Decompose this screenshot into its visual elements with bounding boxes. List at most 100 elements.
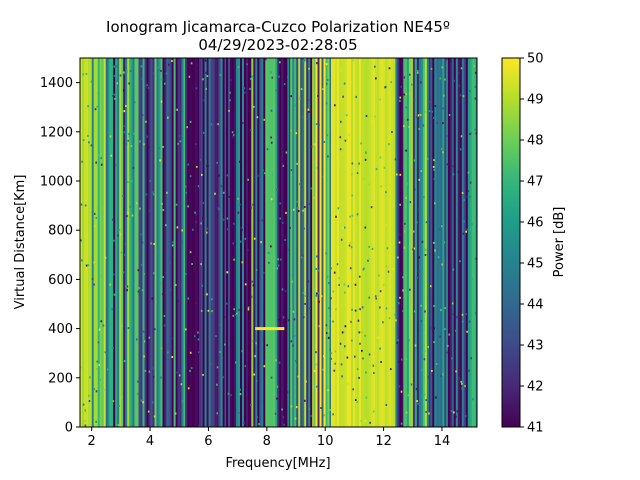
noise-pixel [382,321,384,324]
noise-pixel [104,256,107,259]
heatmap-column [238,58,241,427]
noise-pixel [185,328,187,331]
noise-pixel [187,297,189,300]
noise-pixel [413,188,416,191]
noise-pixel [262,272,265,274]
noise-pixel [126,285,129,288]
noise-pixel [349,267,352,270]
noise-pixel [342,95,344,98]
noise-pixel [87,105,89,108]
heatmap-column [294,58,297,427]
noise-pixel [270,198,273,201]
noise-pixel [169,288,172,291]
noise-pixel [369,421,371,424]
noise-pixel [325,332,328,334]
heatmap-column [315,58,318,427]
noise-pixel [190,367,193,370]
noise-pixel [87,264,90,267]
noise-pixel [232,242,234,245]
heatmap-column [84,58,87,427]
noise-pixel [118,405,120,407]
noise-pixel [168,63,170,66]
heatmap-column [325,58,328,427]
noise-pixel [147,86,150,89]
noise-pixel [266,148,269,151]
heatmap-column [449,58,453,427]
noise-pixel [126,215,128,218]
noise-pixel [203,131,205,134]
noise-pixel [276,189,278,191]
noise-pixel [290,340,293,343]
noise-pixel [350,246,353,249]
noise-pixel [315,166,318,169]
noise-pixel [474,97,477,100]
noise-pixel [82,139,85,142]
heatmap-column [422,58,426,427]
noise-pixel [282,316,285,319]
noise-pixel [430,67,433,70]
noise-pixel [312,196,315,199]
noise-pixel [411,83,413,86]
heatmap-column [187,58,190,427]
noise-pixel [145,193,148,196]
noise-pixel [307,280,309,283]
colorbar-tick-label: 47 [527,175,544,190]
noise-pixel [217,123,219,126]
noise-pixel [469,90,471,92]
noise-pixel [202,99,205,102]
noise-pixel [243,87,246,90]
noise-pixel [116,82,119,85]
noise-pixel [148,370,151,373]
noise-pixel [224,343,226,346]
heatmap-column [185,58,188,427]
noise-pixel [417,237,420,240]
noise-pixel [253,237,256,240]
noise-pixel [345,114,348,117]
heatmap-column [267,58,270,427]
noise-pixel [406,182,408,185]
heatmap-column [347,58,350,427]
noise-pixel [325,63,328,66]
noise-pixel [446,163,449,166]
noise-pixel [296,200,298,203]
noise-pixel [176,371,178,374]
noise-pixel [335,215,337,218]
noise-pixel [114,97,116,100]
heatmap-column [224,58,227,427]
heatmap-column [359,58,362,427]
heatmap-column [97,58,100,427]
noise-pixel [251,75,254,78]
heatmap-column [242,58,245,427]
noise-pixel [308,110,310,113]
noise-pixel [240,228,243,231]
y-tick-label: 600 [48,273,73,288]
noise-pixel [299,183,301,186]
noise-pixel [441,263,443,266]
noise-pixel [398,121,401,124]
noise-pixel [399,296,401,299]
noise-pixel [136,338,138,341]
noise-pixel [240,226,242,229]
noise-pixel [244,237,247,240]
noise-pixel [265,356,268,359]
noise-pixel [315,268,318,270]
noise-pixel [398,302,400,305]
noise-pixel [338,284,340,286]
noise-pixel [373,372,375,374]
noise-pixel [233,258,235,261]
noise-pixel [364,226,367,229]
noise-pixel [442,122,444,125]
noise-pixel [282,164,285,167]
noise-pixel [232,314,234,317]
noise-pixel [283,423,285,426]
heatmap-column [379,58,382,427]
noise-pixel [285,211,287,214]
noise-pixel [270,141,273,144]
noise-pixel [328,307,330,310]
noise-pixel [100,320,103,323]
noise-pixel [423,393,426,396]
heatmap-column [91,58,94,427]
noise-pixel [271,173,274,176]
heatmap-column [167,58,170,427]
noise-pixel [425,399,427,402]
